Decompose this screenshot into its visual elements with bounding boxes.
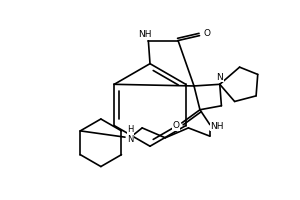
Text: N: N xyxy=(216,73,223,82)
Text: O: O xyxy=(203,29,210,38)
Text: H
N: H N xyxy=(128,125,134,144)
Text: NH: NH xyxy=(210,122,224,131)
Text: NH: NH xyxy=(138,30,152,39)
Text: O: O xyxy=(172,121,179,130)
